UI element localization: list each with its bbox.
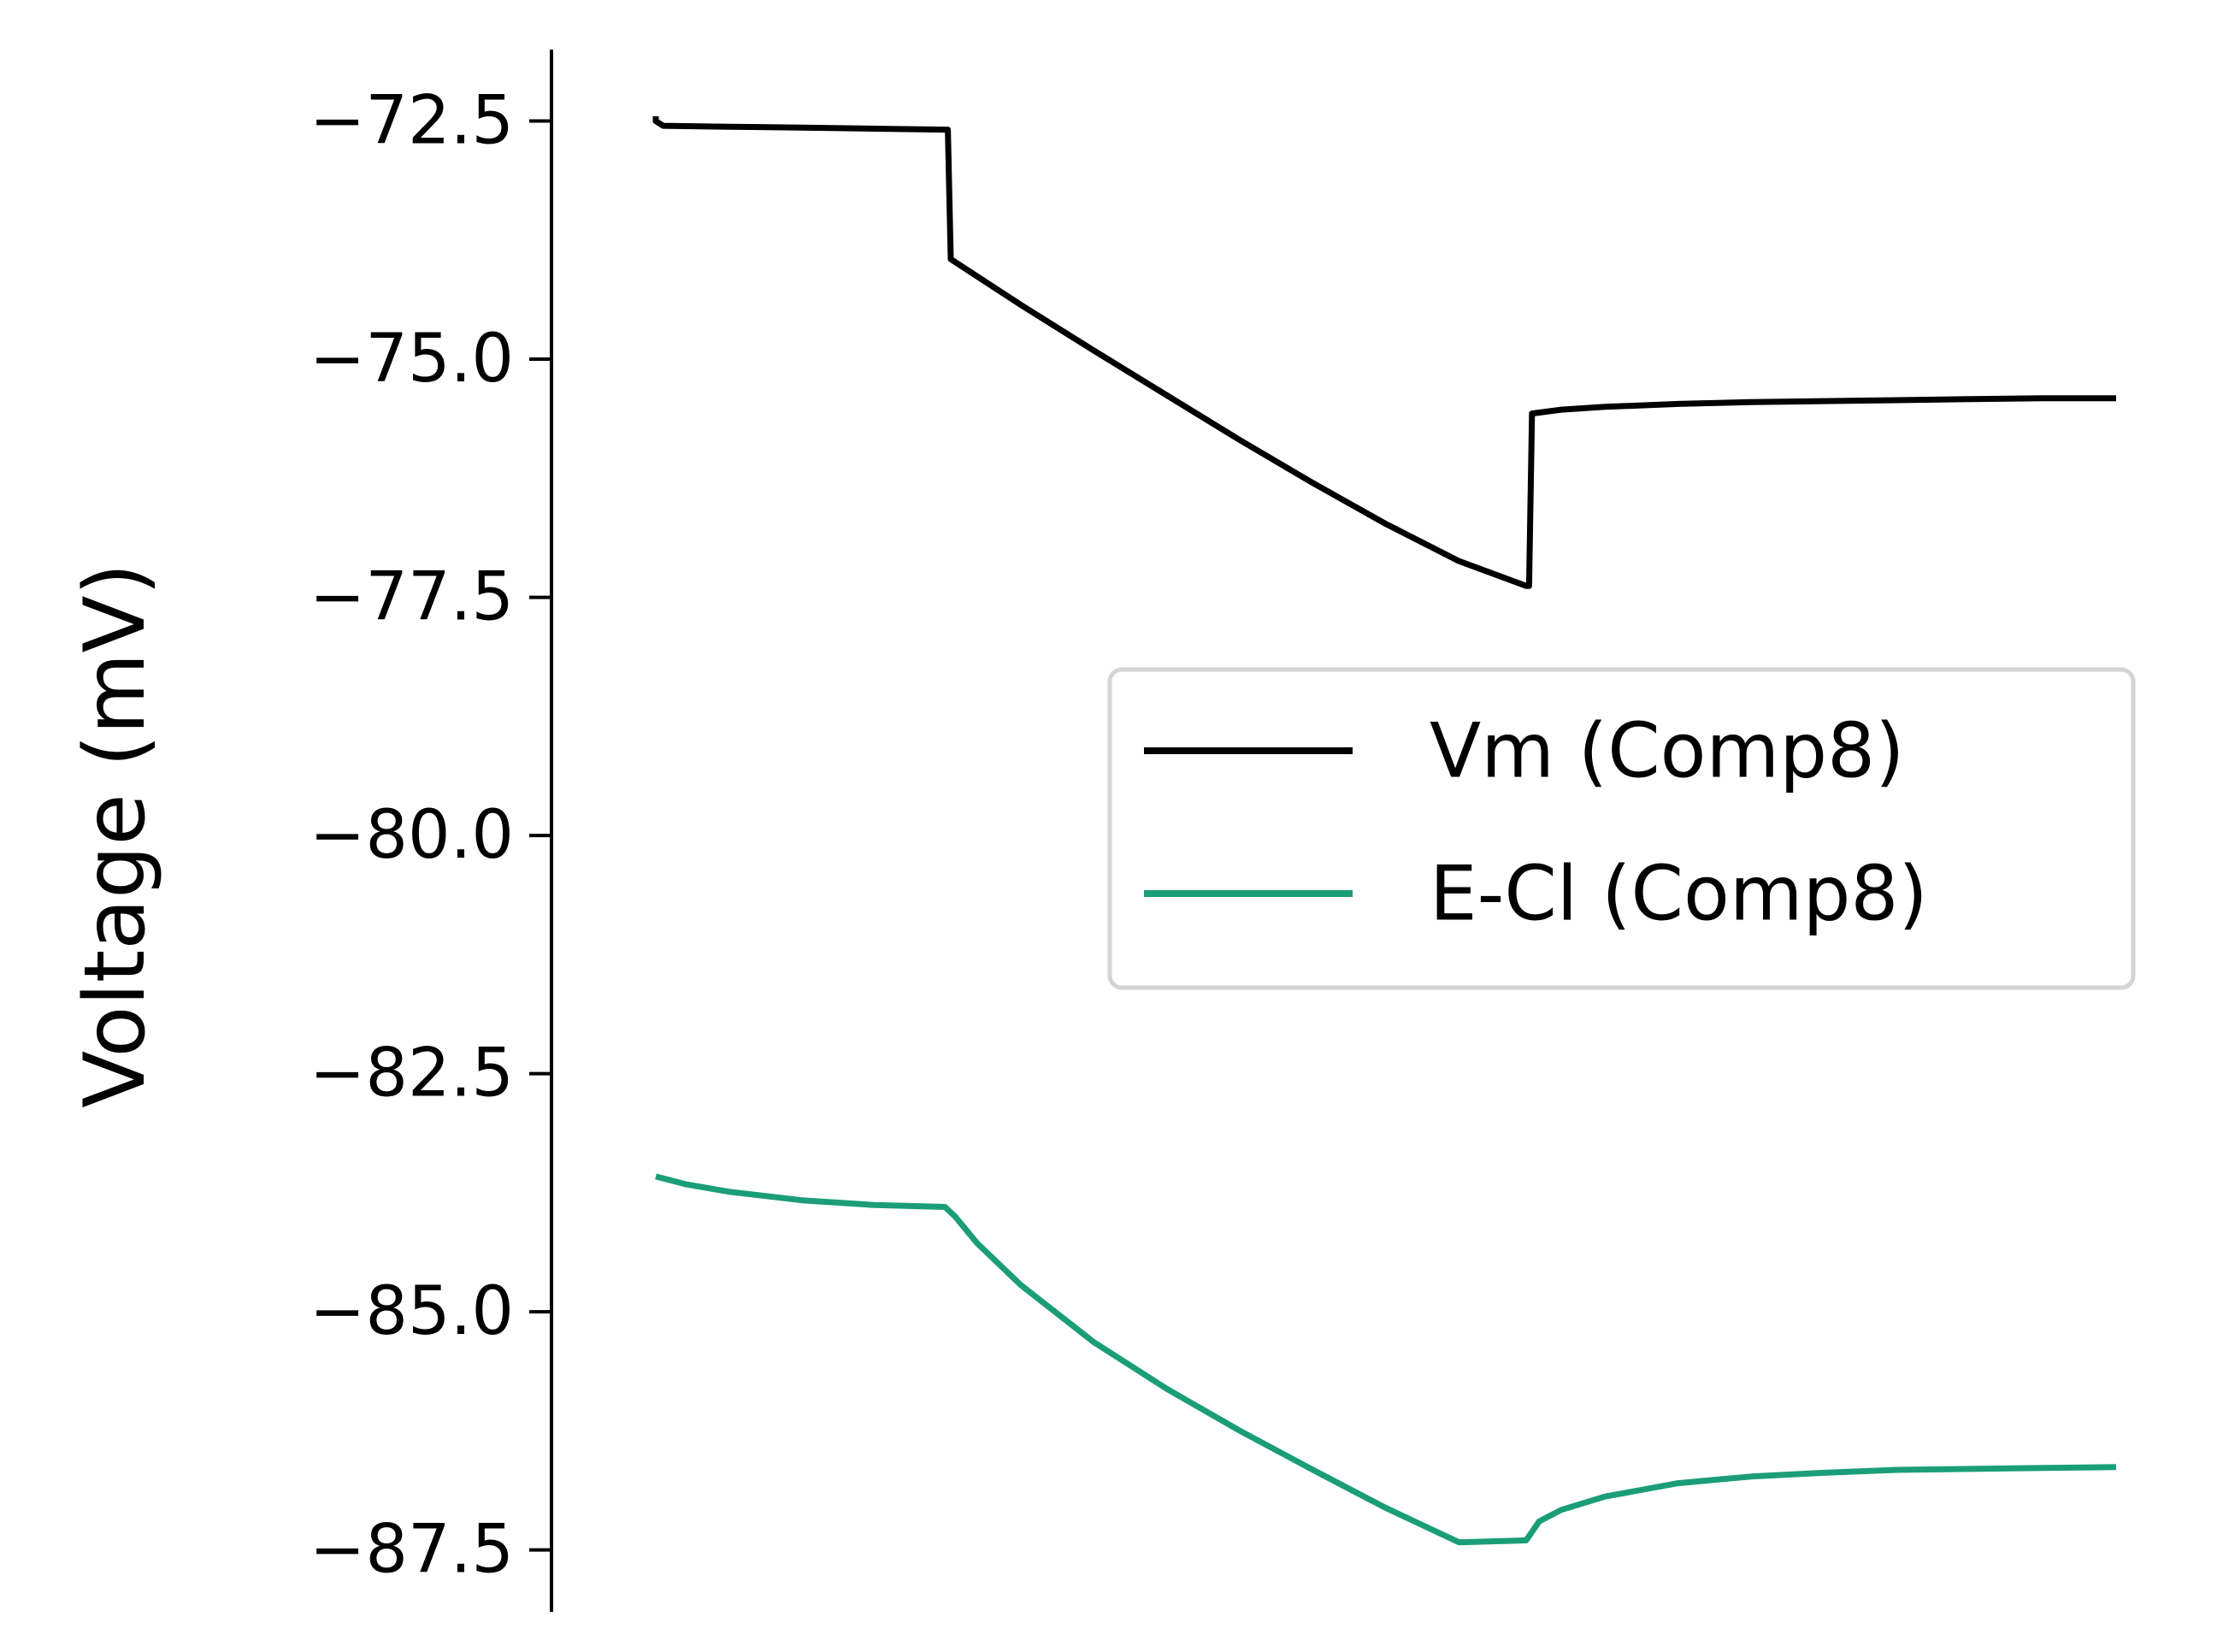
y-tick-label: −72.5 xyxy=(310,83,514,160)
legend-frame xyxy=(1107,667,2136,990)
y-tick-label: −77.5 xyxy=(310,559,514,636)
legend: Vm (Comp8) E-Cl (Comp8) xyxy=(1107,667,2136,990)
series-line-vm-comp8 xyxy=(652,116,2116,589)
y-axis-label: Voltage (mV) xyxy=(67,563,164,1108)
y-tick-label: −75.0 xyxy=(310,321,514,398)
y-tick-label: −82.5 xyxy=(310,1035,514,1112)
legend-label: E-Cl (Comp8) xyxy=(1430,850,1928,938)
legend-label: Vm (Comp8) xyxy=(1430,707,1904,795)
y-tick-label: −85.0 xyxy=(310,1273,514,1350)
y-tick-label: −87.5 xyxy=(310,1512,514,1589)
series-line-ecl-comp8 xyxy=(655,1173,2117,1546)
y-axis-ticks: −72.5 −75.0 −77.5 −80.0 −82.5 −85.0 −87.5 xyxy=(310,83,551,1589)
plot-lines xyxy=(652,116,2117,1546)
y-tick-label: −80.0 xyxy=(310,797,514,874)
